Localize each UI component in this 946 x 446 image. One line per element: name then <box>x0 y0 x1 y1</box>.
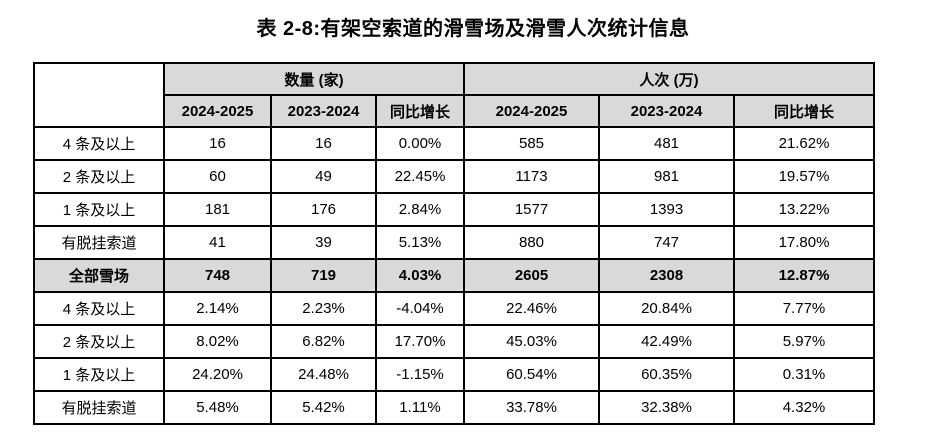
table-cell: 13.22% <box>733 192 875 227</box>
row-header: 4 条及以上 <box>33 291 165 326</box>
table-cell: 20.84% <box>598 291 735 326</box>
table-cell: 5.48% <box>163 390 272 425</box>
row-header: 2 条及以上 <box>33 159 165 194</box>
table-cell: 181 <box>163 192 272 227</box>
table-row: 有脱挂索道 5.48% 5.42% 1.11% 33.78% 32.38% 4.… <box>33 390 875 425</box>
table-cell: -1.15% <box>375 357 465 392</box>
table-cell: 0.00% <box>375 126 465 161</box>
table-cell: 5.42% <box>270 390 377 425</box>
column-header-visits-2023-2024: 2023-2024 <box>598 94 735 128</box>
table-cell: 481 <box>598 126 735 161</box>
table-cell: 4.03% <box>375 258 465 293</box>
column-header-qty-2023-2024: 2023-2024 <box>270 94 377 128</box>
table-cell: 24.20% <box>163 357 272 392</box>
table-cell: 33.78% <box>463 390 600 425</box>
table-cell: 981 <box>598 159 735 194</box>
table-cell: 6.82% <box>270 324 377 359</box>
header-group-row: 数量 (家) 人次 (万) <box>33 62 875 128</box>
table-cell: 2.14% <box>163 291 272 326</box>
table-cell: 1.11% <box>375 390 465 425</box>
table-cell: 1393 <box>598 192 735 227</box>
table-cell: 21.62% <box>733 126 875 161</box>
table-cell: 4.32% <box>733 390 875 425</box>
column-group-visits: 人次 (万) <box>463 62 875 96</box>
corner-cell <box>33 62 165 128</box>
column-header-visits-2024-2025: 2024-2025 <box>463 94 600 128</box>
table-cell: 2.23% <box>270 291 377 326</box>
table-cell: 12.87% <box>733 258 875 293</box>
table-cell: 45.03% <box>463 324 600 359</box>
row-header: 2 条及以上 <box>33 324 165 359</box>
column-header-qty-2024-2025: 2024-2025 <box>163 94 272 128</box>
column-group-quantity: 数量 (家) <box>163 62 465 96</box>
table-title: 表 2-8:有架空索道的滑雪场及滑雪人次统计信息 <box>256 18 690 40</box>
table-row: 1 条及以上 181 176 2.84% 1577 1393 13.22% <box>33 192 875 227</box>
table-cell: 8.02% <box>163 324 272 359</box>
table-row: 2 条及以上 60 49 22.45% 1173 981 19.57% <box>33 159 875 194</box>
table-cell: 41 <box>163 225 272 260</box>
row-header: 1 条及以上 <box>33 192 165 227</box>
column-header-qty-yoy: 同比增长 <box>375 94 465 128</box>
table-cell: 16 <box>270 126 377 161</box>
row-header: 4 条及以上 <box>33 126 165 161</box>
table-cell: 719 <box>270 258 377 293</box>
table-cell: 5.97% <box>733 324 875 359</box>
table-cell: -4.04% <box>375 291 465 326</box>
table-cell: 2.84% <box>375 192 465 227</box>
table-row: 4 条及以上 16 16 0.00% 585 481 21.62% <box>33 126 875 161</box>
table-cell: 1577 <box>463 192 600 227</box>
table-cell: 24.48% <box>270 357 377 392</box>
table-cell: 17.80% <box>733 225 875 260</box>
table-cell: 7.77% <box>733 291 875 326</box>
table-cell: 22.46% <box>463 291 600 326</box>
table-row: 1 条及以上 24.20% 24.48% -1.15% 60.54% 60.35… <box>33 357 875 392</box>
column-header-visits-yoy: 同比增长 <box>733 94 875 128</box>
header-sub-row: 2024-2025 2023-2024 同比增长 2024-2025 2023-… <box>34 94 875 128</box>
table-cell: 2308 <box>598 258 735 293</box>
table-cell: 1173 <box>463 159 600 194</box>
table-cell: 5.13% <box>375 225 465 260</box>
table-cell: 585 <box>463 126 600 161</box>
table-cell: 39 <box>270 225 377 260</box>
table-cell: 19.57% <box>733 159 875 194</box>
row-header: 全部雪场 <box>33 258 165 293</box>
table-row-total: 全部雪场 748 719 4.03% 2605 2308 12.87% <box>33 258 875 293</box>
table-row: 有脱挂索道 41 39 5.13% 880 747 17.80% <box>33 225 875 260</box>
table-cell: 176 <box>270 192 377 227</box>
table-cell: 0.31% <box>733 357 875 392</box>
table-cell: 17.70% <box>375 324 465 359</box>
ropeway-ski-stats-table: 数量 (家) 人次 (万) 2024-2025 2023-2024 同比增长 2… <box>33 62 875 425</box>
table-cell: 2605 <box>463 258 600 293</box>
table-cell: 60.54% <box>463 357 600 392</box>
table-cell: 748 <box>163 258 272 293</box>
table-row: 2 条及以上 8.02% 6.82% 17.70% 45.03% 42.49% … <box>33 324 875 359</box>
table-cell: 16 <box>163 126 272 161</box>
table-cell: 32.38% <box>598 390 735 425</box>
table-cell: 22.45% <box>375 159 465 194</box>
table-cell: 60.35% <box>598 357 735 392</box>
table-row: 4 条及以上 2.14% 2.23% -4.04% 22.46% 20.84% … <box>33 291 875 326</box>
table-cell: 42.49% <box>598 324 735 359</box>
table-cell: 49 <box>270 159 377 194</box>
row-header: 1 条及以上 <box>33 357 165 392</box>
table-cell: 747 <box>598 225 735 260</box>
row-header: 有脱挂索道 <box>33 390 165 425</box>
table-cell: 880 <box>463 225 600 260</box>
table-cell: 60 <box>163 159 272 194</box>
row-header: 有脱挂索道 <box>33 225 165 260</box>
